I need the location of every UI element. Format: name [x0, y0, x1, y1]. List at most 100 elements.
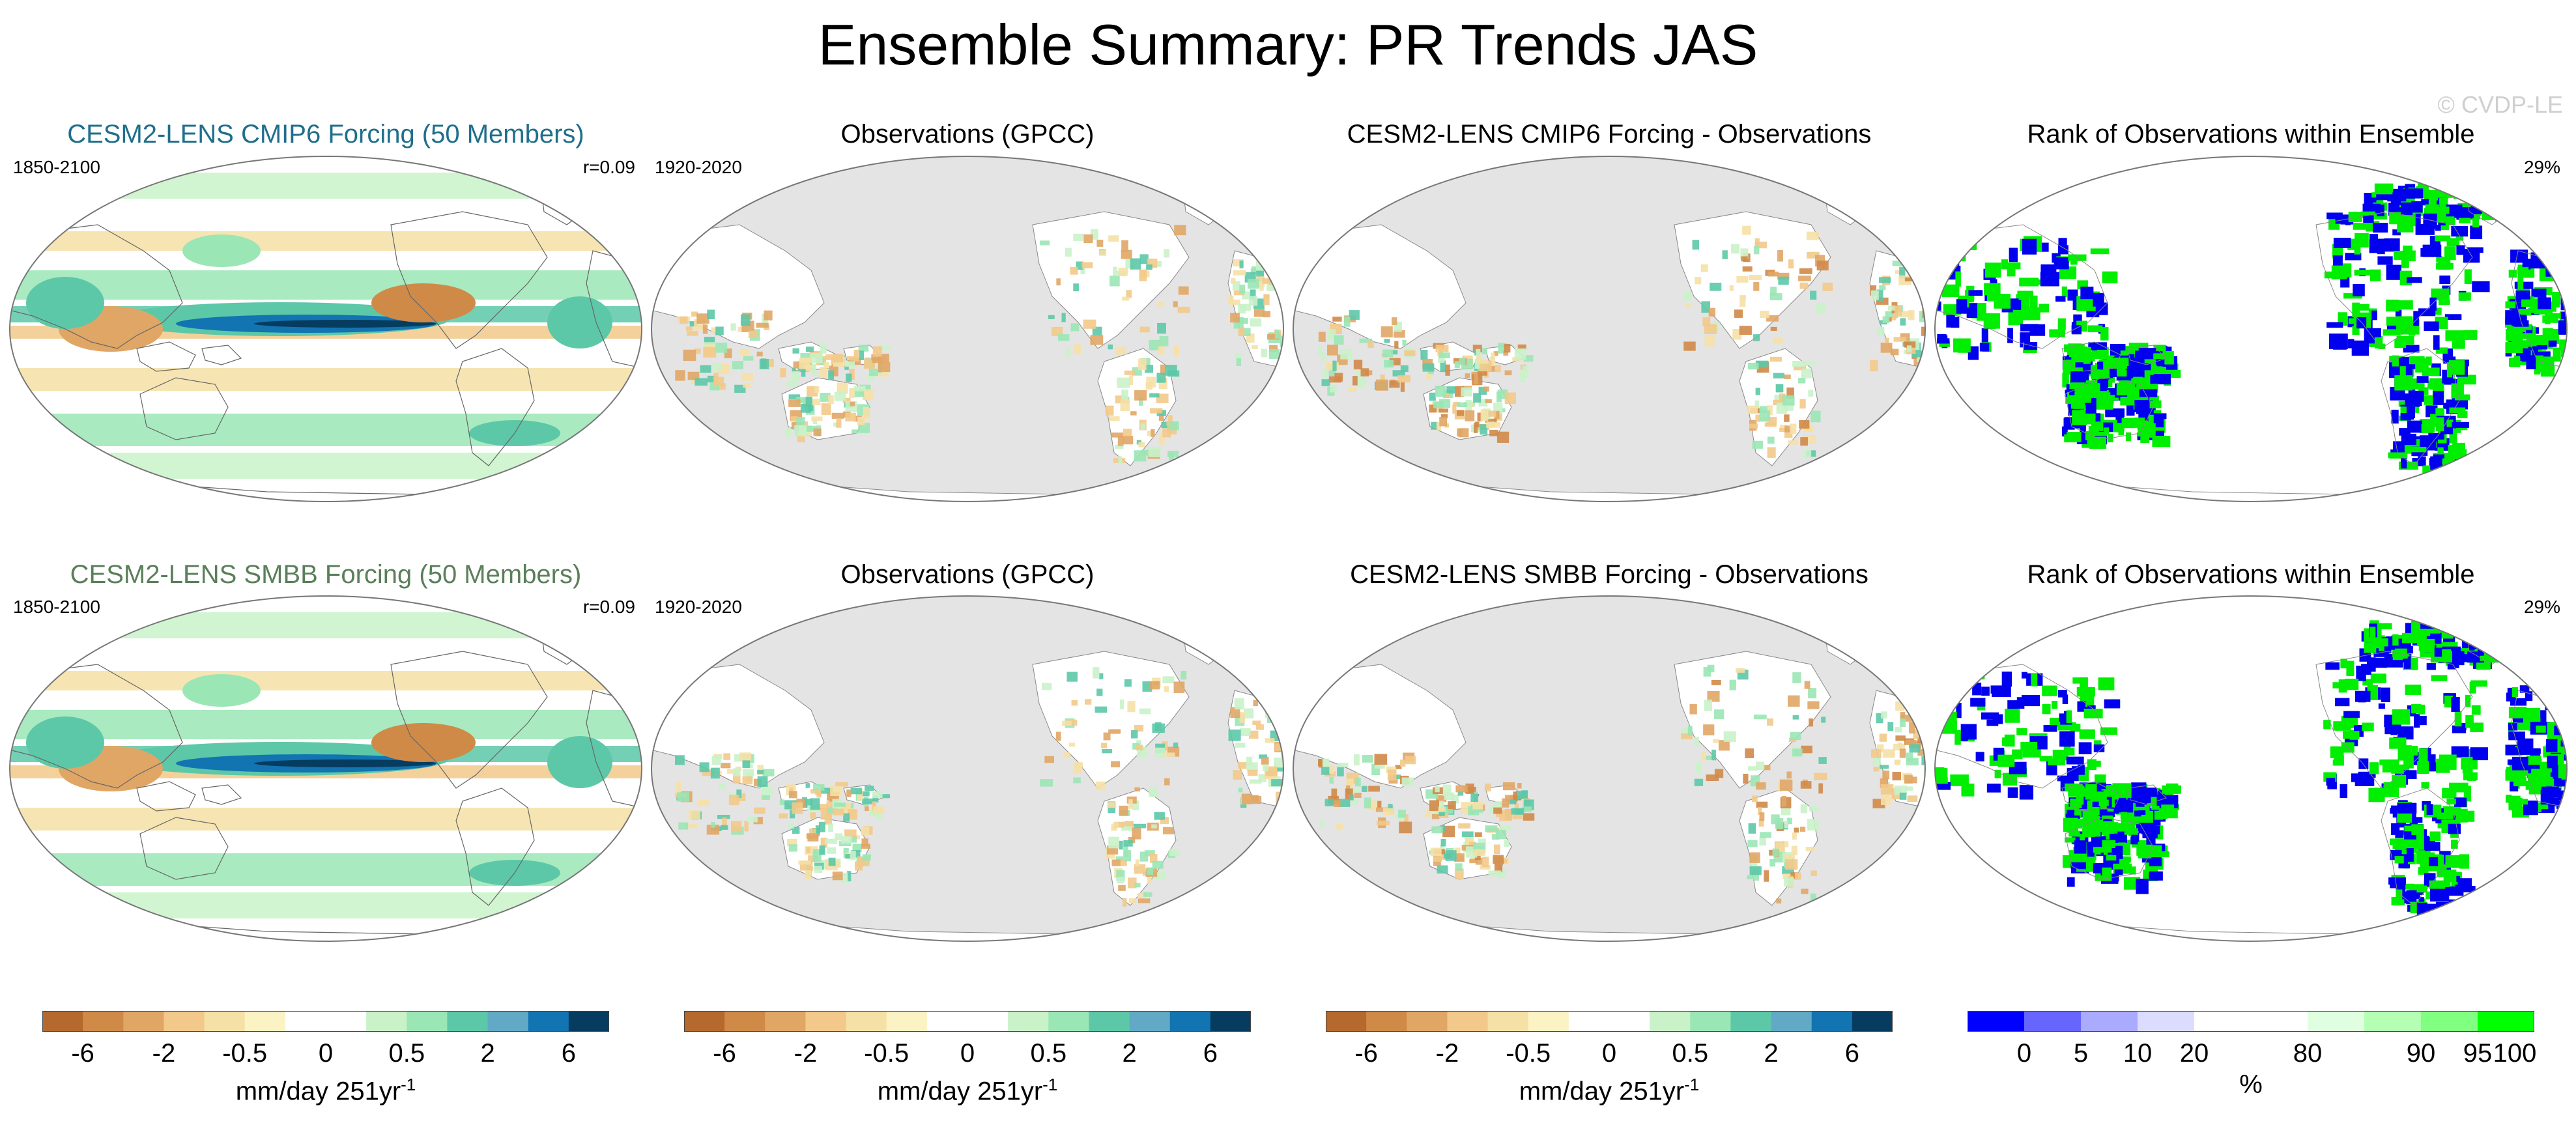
colorbar-swatch: [244, 1011, 286, 1032]
colorbar-swatch: [1650, 1011, 1691, 1032]
colorbar-tick-label: -2: [152, 1039, 176, 1068]
colorbar-swatch: [1048, 1011, 1089, 1032]
model-map: [9, 595, 642, 942]
colorbar-swatch: [164, 1011, 205, 1032]
colorbar-unit-label: %: [2239, 1070, 2263, 1099]
colorbar-swatch: [765, 1011, 806, 1032]
colorbar-tick-label: 6: [561, 1039, 576, 1068]
colorbar-swatch: [2421, 1011, 2478, 1032]
colorbar-tick-label: -6: [1354, 1039, 1378, 1068]
colorbar-swatch: [1730, 1011, 1772, 1032]
colorbar-unit-label: mm/day 251yr-1: [235, 1075, 416, 1106]
colorbar-tick-label: -0.5: [1506, 1039, 1551, 1068]
colorbar-unit-label: mm/day 251yr-1: [877, 1075, 1058, 1106]
colorbar-swatch: [724, 1011, 766, 1032]
rank-map: [1934, 595, 2568, 942]
panel-title: CESM2-LENS SMBB Forcing - Observations: [1350, 560, 1868, 589]
colorbar-tick-label: 5: [2073, 1039, 2089, 1068]
colorbar-tick-label: 0.5: [1672, 1039, 1709, 1068]
colorbar-swatch: [204, 1011, 246, 1032]
colorbar-swatch: [1407, 1011, 1448, 1032]
colorbar: [1326, 1011, 1893, 1032]
colorbar-tick-label: -6: [713, 1039, 736, 1068]
colorbar-swatch: [326, 1011, 367, 1032]
colorbar-swatch: [2251, 1011, 2308, 1032]
panel-stat-label: 29%: [2523, 597, 2560, 617]
colorbar-tick-label: 0: [1601, 1039, 1617, 1068]
colorbar-swatch: [846, 1011, 887, 1032]
colorbar-tick-label: 90: [2406, 1039, 2436, 1068]
colorbar-swatch: [1771, 1011, 1812, 1032]
colorbar-swatch: [2308, 1011, 2365, 1032]
panel-period-label: 1850-2100: [13, 157, 100, 177]
colorbar-swatch: [1210, 1011, 1251, 1032]
colorbar-tick-label: 0: [318, 1039, 334, 1068]
colorbar-tick-label: -0.5: [864, 1039, 909, 1068]
colorbar-swatch: [83, 1011, 124, 1032]
panel-title: Observations (GPCC): [840, 560, 1095, 589]
colorbar-swatch: [926, 1011, 968, 1032]
colorbar-swatch: [2194, 1011, 2252, 1032]
colorbar-swatch: [2364, 1011, 2422, 1032]
diff-map: [1293, 595, 1926, 942]
panel-title: CESM2-LENS CMIP6 Forcing - Observations: [1347, 120, 1872, 149]
colorbar-swatch: [366, 1011, 407, 1032]
figure-title: Ensemble Summary: PR Trends JAS: [818, 12, 1758, 77]
colorbar-swatch: [528, 1011, 569, 1032]
colorbar-swatch: [1811, 1011, 1853, 1032]
colorbar-swatch: [2081, 1011, 2138, 1032]
panel-stat-label: r=0.09: [582, 597, 635, 617]
colorbar-swatch: [407, 1011, 448, 1032]
colorbar-tick-label: 2: [1764, 1039, 1779, 1068]
panel-stat-label: r=0.09: [582, 157, 635, 177]
panel-period-label: 1920-2020: [655, 597, 742, 617]
colorbar-swatch: [1129, 1011, 1171, 1032]
colorbar-tick-label: -6: [71, 1039, 94, 1068]
colorbar-tick-label: 0.5: [1030, 1039, 1067, 1068]
panel-period-label: 1920-2020: [655, 157, 742, 177]
colorbar-tick-label: -0.5: [222, 1039, 268, 1068]
colorbar-tick-label: 10: [2123, 1039, 2153, 1068]
colorbar-swatch: [1528, 1011, 1569, 1032]
colorbar-swatch: [1008, 1011, 1049, 1032]
colorbar-tick-label: 6: [1844, 1039, 1859, 1068]
colorbar-swatch: [684, 1011, 725, 1032]
colorbar-swatch: [2024, 1011, 2082, 1032]
colorbar-swatch: [1568, 1011, 1610, 1032]
colorbar-swatch: [886, 1011, 928, 1032]
colorbar-swatch: [1968, 1011, 2025, 1032]
colorbar-swatch: [1609, 1011, 1650, 1032]
panel-title: Rank of Observations within Ensemble: [2027, 120, 2475, 149]
colorbar: [1968, 1011, 2534, 1032]
colorbar-tick-label: 6: [1203, 1039, 1218, 1068]
colorbar-tick-label: 100: [2493, 1039, 2537, 1068]
colorbar-tick-label: 95: [2463, 1039, 2493, 1068]
colorbar-swatch: [285, 1011, 326, 1032]
colorbar-swatch: [1326, 1011, 1367, 1032]
colorbar-swatch: [123, 1011, 164, 1032]
colorbar-swatch: [2478, 1011, 2534, 1032]
panel-title: Observations (GPCC): [840, 120, 1095, 149]
colorbar-swatch: [447, 1011, 489, 1032]
obs-map: [651, 595, 1284, 942]
colorbar-swatch: [1852, 1011, 1893, 1032]
panel-period-label: 1850-2100: [13, 597, 100, 617]
watermark: © CVDP-LE: [2437, 91, 2563, 118]
diff-map: [1293, 156, 1926, 502]
panel-title: Rank of Observations within Ensemble: [2027, 560, 2475, 589]
colorbar-swatch: [1089, 1011, 1130, 1032]
colorbar-tick-label: 2: [480, 1039, 495, 1068]
colorbar-swatch: [1169, 1011, 1211, 1032]
panel-title: CESM2-LENS SMBB Forcing (50 Members): [70, 560, 582, 589]
colorbar-tick-label: 0.5: [388, 1039, 425, 1068]
colorbar-swatch: [568, 1011, 609, 1032]
colorbar-swatch: [487, 1011, 529, 1032]
colorbar-tick-label: -2: [1435, 1039, 1459, 1068]
colorbar-tick-label: 0: [960, 1039, 975, 1068]
colorbar-swatch: [805, 1011, 847, 1032]
obs-map: [651, 156, 1284, 502]
colorbar-tick-label: -2: [794, 1039, 818, 1068]
colorbar-swatch: [1366, 1011, 1407, 1032]
model-map: [9, 156, 642, 502]
colorbar: [42, 1011, 609, 1032]
